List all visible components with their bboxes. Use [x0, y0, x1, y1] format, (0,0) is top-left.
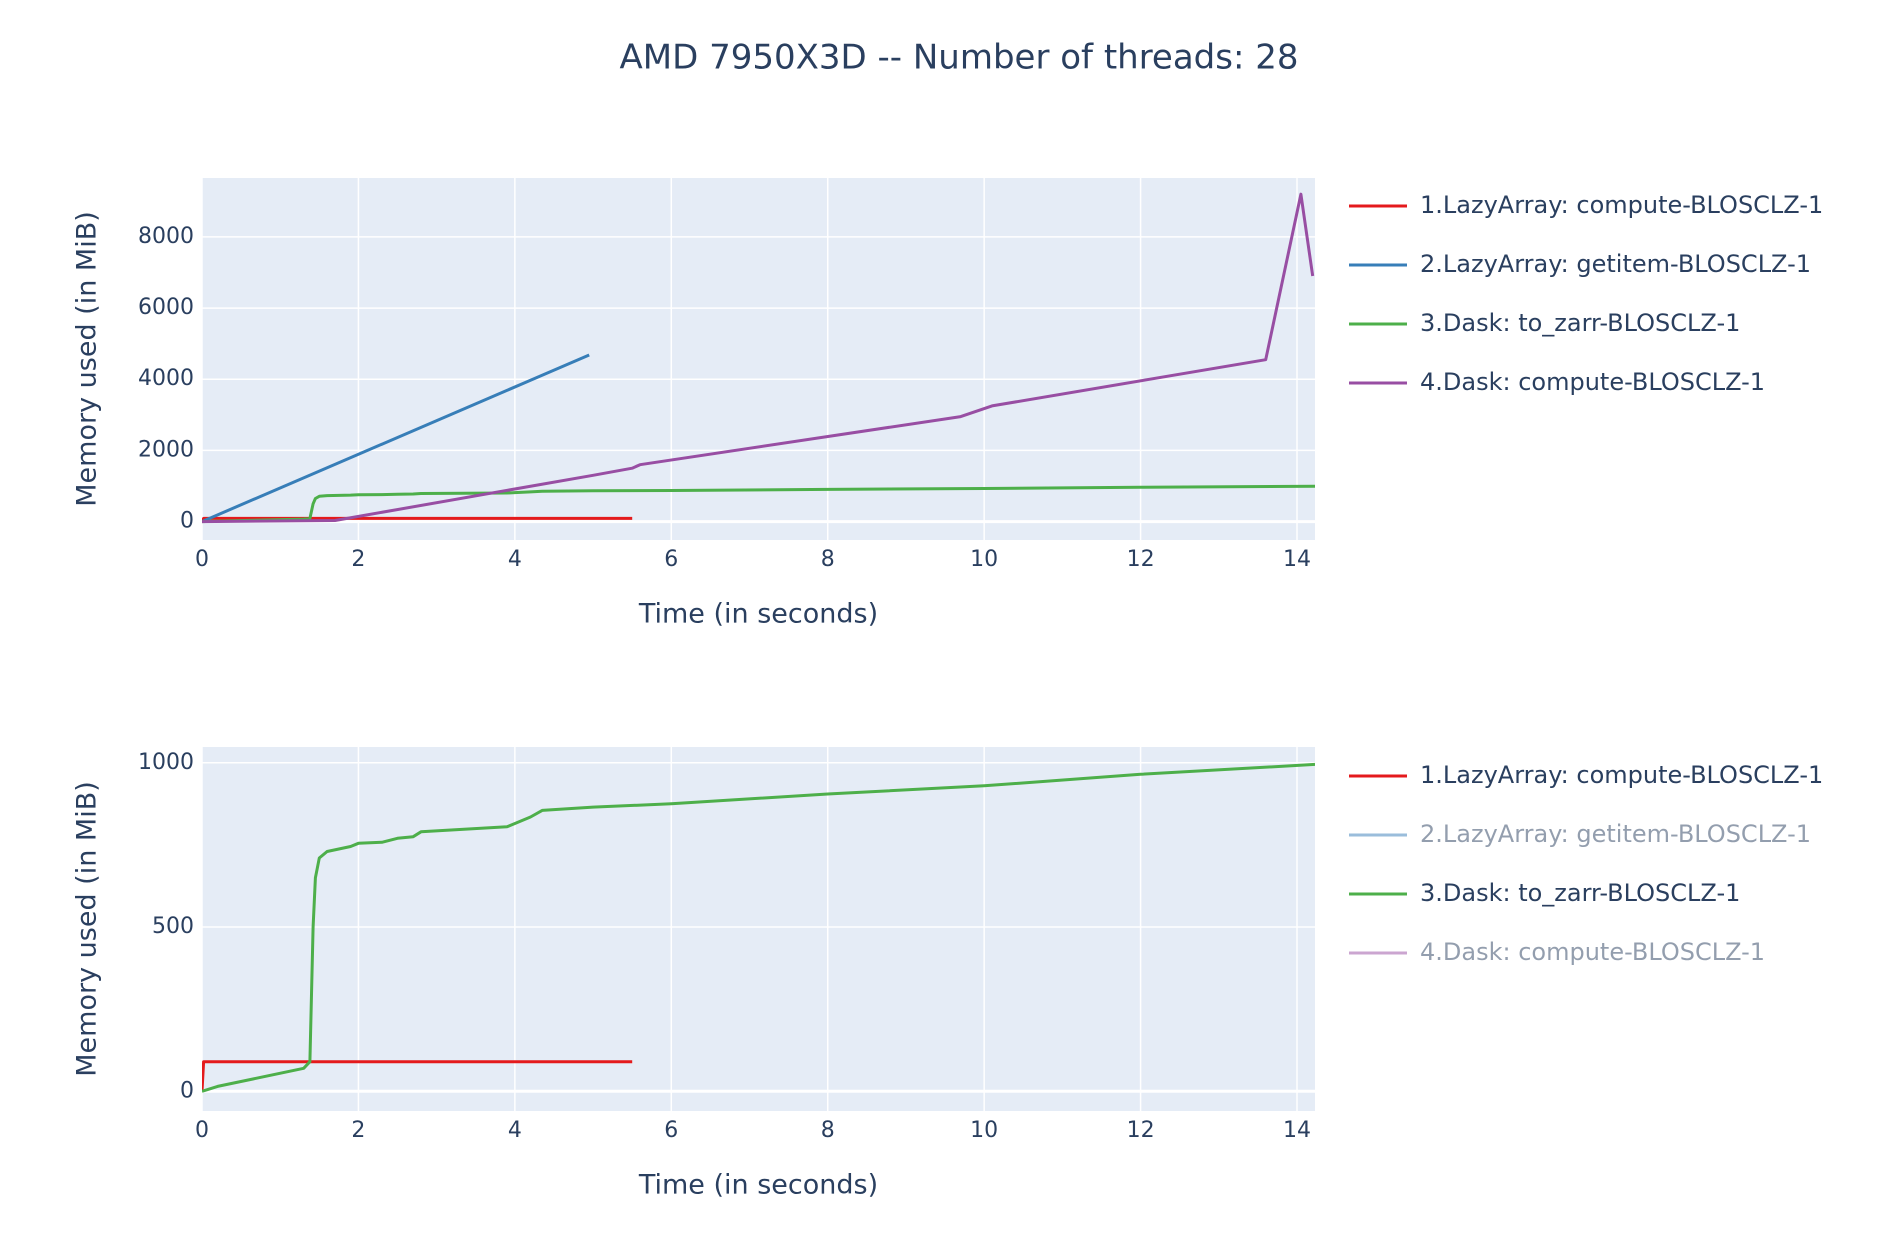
legend-label: 4.Dask: compute-BLOSCLZ-1	[1420, 938, 1765, 966]
legend-item[interactable]: 2.LazyArray: getitem-BLOSCLZ-1	[1349, 820, 1811, 848]
x-tick-label: 0	[195, 547, 209, 572]
y-axis-label: Memory used (in MiB)	[72, 211, 103, 506]
y-tick-label: 2000	[138, 437, 194, 462]
x-tick-label: 14	[1283, 547, 1311, 572]
legend-label: 4.Dask: compute-BLOSCLZ-1	[1420, 368, 1765, 396]
y-tick-label: 6000	[138, 295, 194, 320]
legend-item[interactable]: 1.LazyArray: compute-BLOSCLZ-1	[1349, 761, 1823, 789]
x-tick-label: 8	[821, 1118, 835, 1143]
line	[202, 353, 590, 523]
x-tick-label: 4	[508, 547, 522, 572]
plot-area	[202, 178, 1315, 540]
legend-label: 1.LazyArray: compute-BLOSCLZ-1	[1420, 761, 1823, 789]
figure-title: AMD 7950X3D -- Number of threads: 28	[619, 38, 1298, 78]
line	[202, 484, 1315, 524]
legend-label: 1.LazyArray: compute-BLOSCLZ-1	[1420, 191, 1823, 219]
legend-item[interactable]: 3.Dask: to_zarr-BLOSCLZ-1	[1349, 879, 1740, 907]
legend-label: 3.Dask: to_zarr-BLOSCLZ-1	[1420, 879, 1740, 907]
y-tick-label: 500	[152, 914, 194, 939]
x-axis-label: Time (in seconds)	[638, 1170, 878, 1201]
x-tick-label: 10	[970, 547, 998, 572]
legend-label: 3.Dask: to_zarr-BLOSCLZ-1	[1420, 309, 1740, 337]
y-axis-label: Memory used (in MiB)	[72, 781, 103, 1076]
x-axis-label: Time (in seconds)	[638, 599, 878, 630]
y-tick-label: 8000	[138, 224, 194, 249]
x-tick-label: 14	[1283, 1118, 1311, 1143]
x-tick-label: 4	[508, 1118, 522, 1143]
y-tick-label: 0	[180, 509, 194, 534]
x-tick-label: 10	[970, 1118, 998, 1143]
y-tick-label: 4000	[138, 366, 194, 391]
x-tick-label: 0	[195, 1118, 209, 1143]
x-tick-label: 2	[351, 1118, 365, 1143]
legend-label: 2.LazyArray: getitem-BLOSCLZ-1	[1420, 820, 1811, 848]
x-tick-label: 12	[1127, 1118, 1155, 1143]
line	[202, 192, 1315, 524]
x-tick-label: 12	[1127, 547, 1155, 572]
legend-item[interactable]: 4.Dask: compute-BLOSCLZ-1	[1349, 938, 1765, 966]
x-tick-label: 6	[664, 1118, 678, 1143]
legend-label: 2.LazyArray: getitem-BLOSCLZ-1	[1420, 250, 1811, 278]
legend-item[interactable]: 1.LazyArray: compute-BLOSCLZ-1	[1349, 191, 1823, 219]
y-tick-label: 1000	[138, 750, 194, 775]
legend-item[interactable]: 4.Dask: compute-BLOSCLZ-1	[1349, 368, 1765, 396]
legend-item[interactable]: 2.LazyArray: getitem-BLOSCLZ-1	[1349, 250, 1811, 278]
line	[202, 1060, 633, 1092]
line	[202, 762, 1315, 1093]
legend-item[interactable]: 3.Dask: to_zarr-BLOSCLZ-1	[1349, 309, 1740, 337]
y-tick-label: 0	[180, 1078, 194, 1103]
x-tick-label: 8	[821, 547, 835, 572]
x-tick-label: 2	[351, 547, 365, 572]
plot-area	[202, 747, 1315, 1111]
x-tick-label: 6	[664, 547, 678, 572]
